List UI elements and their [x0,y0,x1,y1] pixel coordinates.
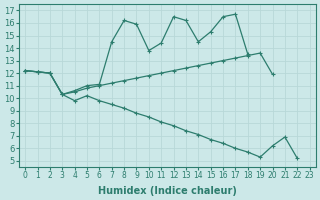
X-axis label: Humidex (Indice chaleur): Humidex (Indice chaleur) [98,186,237,196]
